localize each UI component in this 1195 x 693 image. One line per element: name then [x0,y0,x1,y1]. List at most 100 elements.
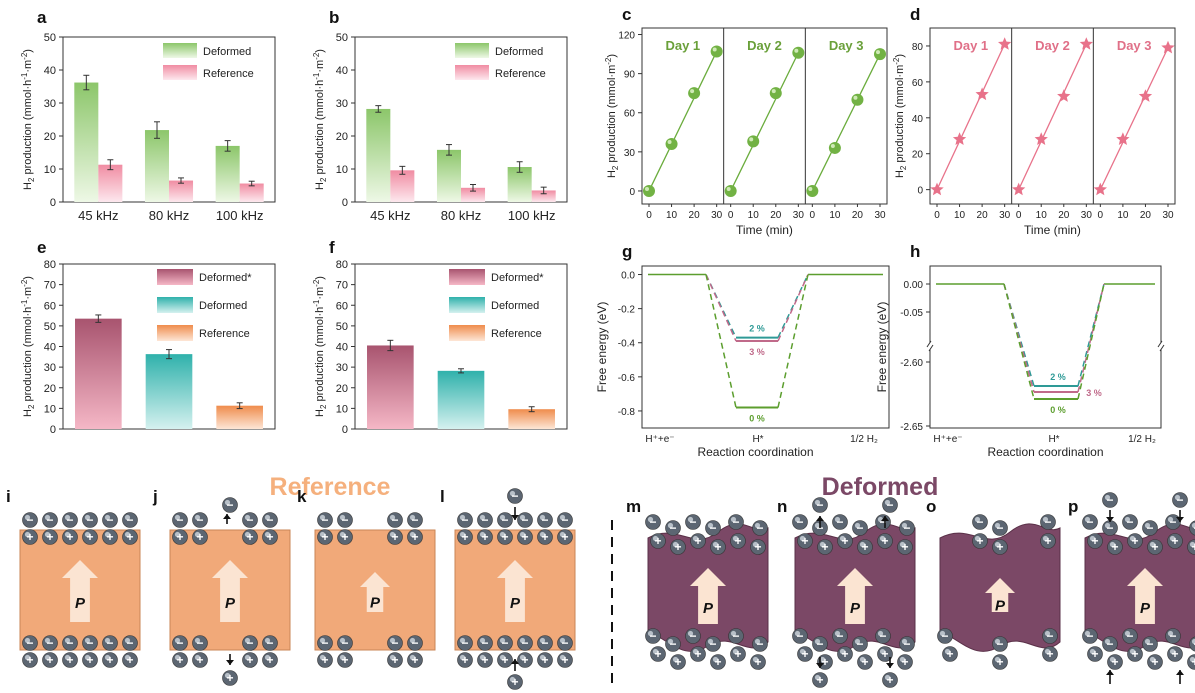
charge-highlight [814,499,821,506]
label-part: 2 [611,165,620,170]
x-tick-label: 0 [1016,210,1022,221]
charge-sign: + [411,653,418,667]
charge-highlight [539,654,546,661]
dipole-label: P [1140,600,1151,617]
charge-sign: − [903,521,910,535]
charge-sign: + [1091,534,1098,548]
y-axis-label: Free energy (eV) [875,302,889,393]
charge-sign: + [1151,655,1158,669]
dipole-arrow-icon [212,560,248,622]
charge-highlight [939,630,946,637]
charge-sign: − [1086,629,1093,643]
plot-frame [641,27,888,205]
charge-sign: + [1131,534,1138,548]
label-part: production (mmol·h [314,80,326,178]
charge-highlight [794,630,801,637]
y-tick-label: 50 [336,32,348,44]
transition-line [777,274,809,342]
charge-sign: − [321,513,328,527]
legend-label: Reference [199,328,250,340]
charge-highlight [1169,648,1176,655]
charge-highlight [667,638,674,645]
charge-sign: − [521,513,528,527]
charge-sign: − [1169,515,1176,529]
y-tick-label: 50 [336,321,348,333]
y-tick-label: 30 [44,362,56,374]
charge-sign: − [996,637,1003,651]
label-part: ) [22,276,34,280]
star-marker [1093,182,1107,196]
charge-sign: − [709,637,716,651]
plot-frame [641,265,890,429]
charge-sign: + [861,655,868,669]
charge-sign: + [511,675,518,689]
charge-sign: − [689,515,696,529]
arrowhead [511,659,519,664]
charge-highlight [752,541,759,548]
label-part: ) [894,54,906,58]
charge-highlight [1149,541,1156,548]
charge-sign: − [86,513,93,527]
charge-sign: − [903,637,910,651]
charge-highlight [799,648,806,655]
charge-highlight [994,638,1001,645]
charge-sign: + [694,534,701,548]
charge-sign: + [481,530,488,544]
data-point [643,184,655,197]
series-line [936,43,1006,190]
charge-sign: − [481,513,488,527]
charge-sign: + [391,653,398,667]
charge-highlight [389,531,396,538]
label-part: 2 [319,404,328,409]
legend-label: Deformed* [199,272,252,284]
star-marker [975,87,989,101]
panel-letter: m [626,497,641,516]
charge-highlight [754,522,761,529]
charge-highlight [44,514,51,521]
charge-sign: + [901,540,908,554]
level-label: 0 % [1050,405,1066,415]
charge-sign: − [1086,515,1093,529]
charge-highlight [519,654,526,661]
charge-sign: + [886,673,893,687]
label-part: production (mmol·h [22,307,34,405]
plot-frame [929,265,1162,429]
dipole-arrow-icon [690,568,726,624]
y-tick-label: 80 [44,259,56,271]
legend-label: Reference [495,68,546,80]
label-part: H [894,170,906,178]
x-tick-label: 20 [770,210,782,221]
charge-sign: + [714,655,721,669]
charge-highlight [1104,522,1111,529]
legend-label: Reference [491,328,542,340]
x-tick-label: 20 [852,210,864,221]
charge-sign: − [246,513,253,527]
charge-highlight [479,531,486,538]
bar [216,405,263,429]
charge-highlight [84,514,91,521]
charge-highlight [559,637,566,644]
day-label: Day 1 [953,38,988,53]
charge-highlight [994,656,1001,663]
star-marker [1057,89,1071,102]
charge-sign: − [521,636,528,650]
charge-sign: + [1171,534,1178,548]
charge-highlight [707,638,714,645]
charge-highlight [1144,638,1151,645]
charge-highlight [814,638,821,645]
charge-sign: − [66,513,73,527]
charge-sign: + [816,673,823,687]
label-part: ·m [22,287,34,300]
charge-highlight [1104,494,1111,501]
charge-sign: + [1191,655,1195,669]
x-tick-label: 80 kHz [149,208,189,223]
transition-line [1077,283,1105,400]
x-tick-label: 1/2 H₂ [1128,434,1156,445]
charge-highlight [319,654,326,661]
charge-sign: + [901,655,908,669]
arrowhead [886,663,894,668]
charge-sign: + [266,653,273,667]
legend-label: Deformed [495,46,543,58]
charge-highlight [859,656,866,663]
level-label: 0 % [749,414,765,424]
